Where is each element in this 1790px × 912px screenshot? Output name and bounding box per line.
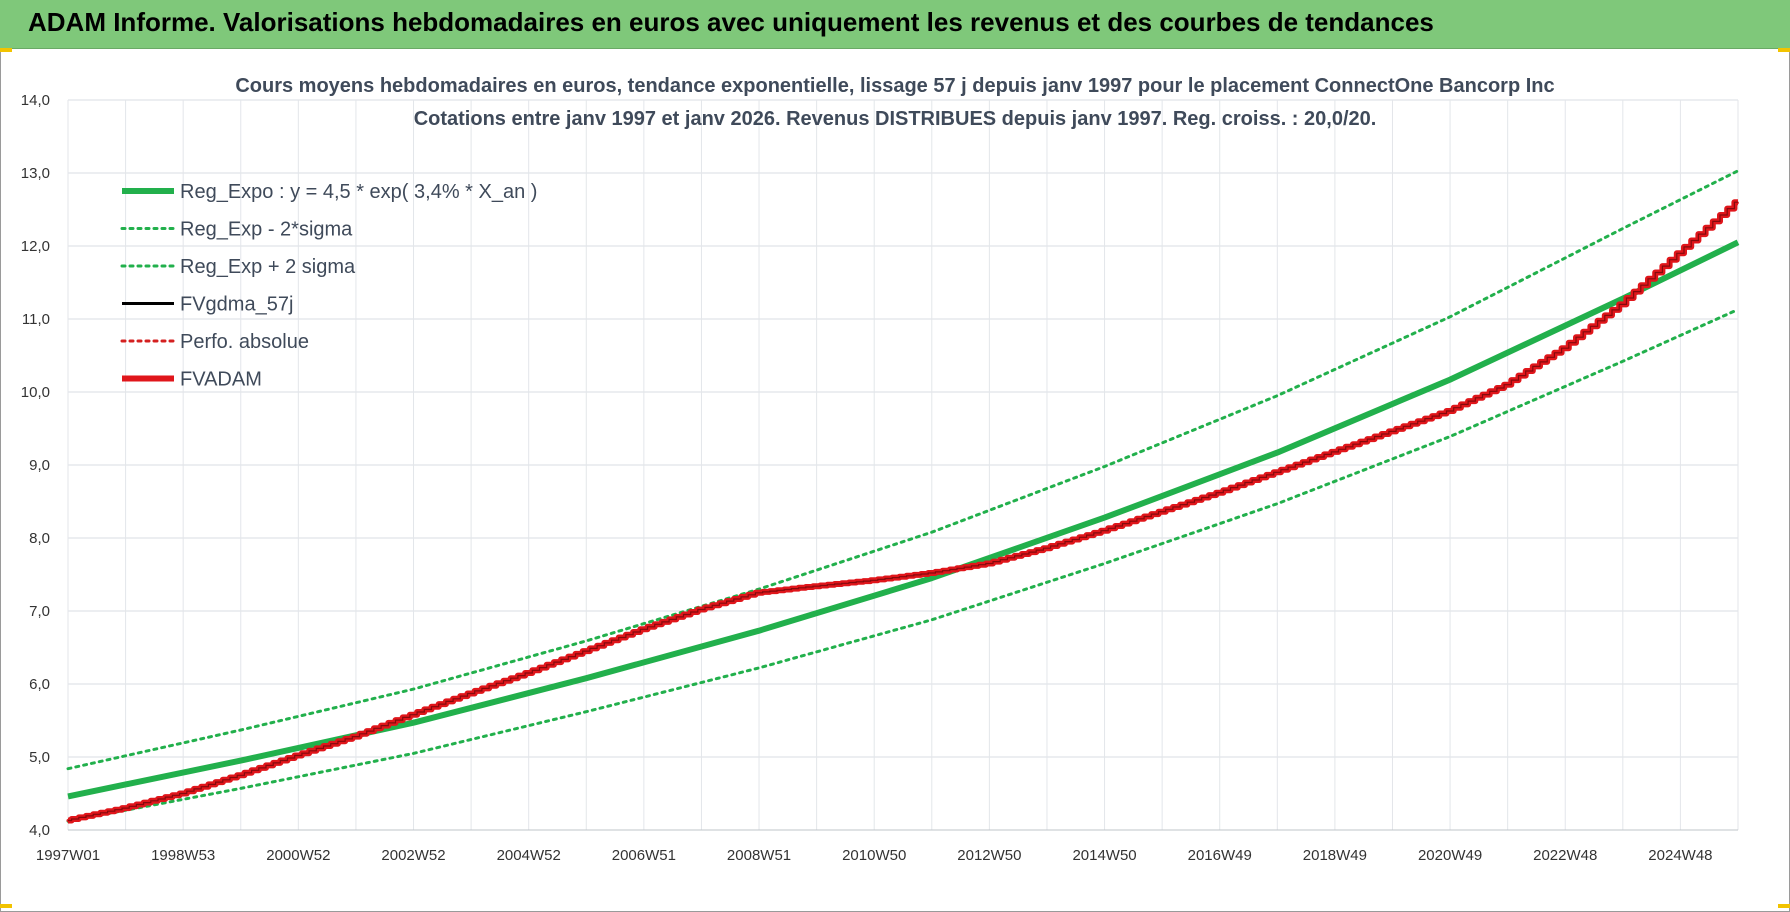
chart-title-line-2: Cotations entre janv 1997 et janv 2026. … xyxy=(414,108,1377,130)
series-line-5 xyxy=(66,200,1740,822)
grid xyxy=(67,99,1739,831)
x-tick-label: 2008W51 xyxy=(727,847,791,864)
y-axis-ticks: 4,0 5,0 6,0 7,0 8,0 9,0 10,0 11,0 12,0 13,0 14,0 xyxy=(21,92,50,839)
report-title: ADAM Informe. Valorisations hebdomadaire… xyxy=(28,7,1434,37)
x-tick-label: 2014W50 xyxy=(1072,847,1136,864)
y-tick-label: 14,0 xyxy=(21,92,50,109)
legend-label: Perfo. absolue xyxy=(180,331,309,353)
y-tick-label: 12,0 xyxy=(21,238,50,255)
x-axis-ticks: 1997W01 1998W53 2000W52 2002W52 2004W52 2006W… xyxy=(36,847,1713,864)
legend-label: Reg_Exp - 2*sigma xyxy=(180,219,353,241)
legend-label: Reg_Expo : y = 4,5 * exp( 3,4% * X_an ) xyxy=(180,181,537,203)
series-line-1 xyxy=(67,239,1740,800)
x-tick-label: 2024W48 xyxy=(1648,847,1712,864)
corner-marker-bottom-left xyxy=(0,904,12,908)
y-tick-label: 13,0 xyxy=(21,165,50,182)
corner-marker-bottom-right xyxy=(1778,904,1790,908)
series-line-6 xyxy=(68,199,1738,824)
y-tick-label: 7,0 xyxy=(29,603,50,620)
y-tick-label: 11,0 xyxy=(22,311,50,328)
x-tick-label: 2000W52 xyxy=(266,847,330,864)
y-tick-label: 6,0 xyxy=(29,676,50,693)
legend: Reg_Expo : y = 4,5 * exp( 3,4% * X_an ) R… xyxy=(120,181,537,391)
corner-marker-top-left xyxy=(0,48,12,52)
legend-label: FVADAM xyxy=(180,369,262,391)
x-tick-label: 2020W49 xyxy=(1418,847,1482,864)
y-tick-label: 8,0 xyxy=(29,530,50,547)
series-line-2 xyxy=(66,308,1740,823)
x-tick-label: 1997W01 xyxy=(36,847,100,864)
report-header: ADAM Informe. Valorisations hebdomadaire… xyxy=(0,0,1790,49)
y-tick-label: 10,0 xyxy=(21,384,50,401)
x-tick-label: 2016W49 xyxy=(1188,847,1252,864)
x-tick-label: 2022W48 xyxy=(1533,847,1597,864)
series-line-3 xyxy=(66,169,1740,771)
y-tick-label: 5,0 xyxy=(29,749,50,766)
legend-label: Reg_Exp + 2 sigma xyxy=(180,256,356,278)
legend-label: FVgdma_57j xyxy=(180,294,293,316)
corner-marker-top-right xyxy=(1778,48,1790,52)
series-line-outline xyxy=(68,201,1738,822)
x-tick-label: 2002W52 xyxy=(381,847,445,864)
series-line-4 xyxy=(67,201,1739,822)
x-tick-label: 2004W52 xyxy=(497,847,561,864)
x-tick-label: 2010W50 xyxy=(842,847,906,864)
x-tick-label: 1998W53 xyxy=(151,847,215,864)
chart-title-line-1: Cours moyens hebdomadaires en euros, ten… xyxy=(235,75,1554,97)
y-tick-label: 4,0 xyxy=(29,822,50,839)
x-tick-label: 2012W50 xyxy=(957,847,1021,864)
x-tick-label: 2018W49 xyxy=(1303,847,1367,864)
series xyxy=(66,169,1740,824)
y-tick-label: 9,0 xyxy=(29,457,50,474)
x-tick-label: 2006W51 xyxy=(612,847,676,864)
